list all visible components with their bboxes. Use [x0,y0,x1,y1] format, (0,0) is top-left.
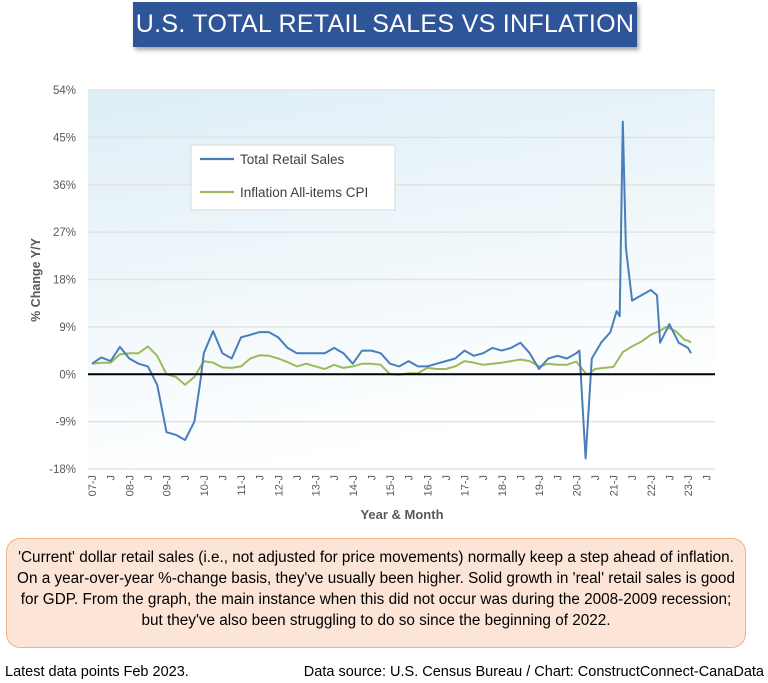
x-tick-label: J [553,475,565,481]
y-axis-title: % Change Y/Y [29,237,43,321]
series-line-retail-sales [91,120,692,460]
x-tick-label: J [404,475,416,481]
x-tick-label: J [106,475,118,481]
x-tick-label: J [664,475,676,481]
x-tick-label: 20-J [571,475,583,496]
y-tick-label: 54% [53,85,76,97]
x-tick-label: J [329,475,341,481]
x-tick-label: 18-J [497,475,509,496]
chart-title: U.S. TOTAL RETAIL SALES VS INFLATION [133,2,637,47]
x-tick-label: J [217,475,229,481]
x-tick-label: 11-J [236,475,248,496]
x-tick-label: 10-J [199,475,211,496]
y-tick-label: 27% [53,227,76,239]
x-tick-label: 08-J [124,475,136,496]
x-tick-label: J [478,475,490,481]
x-tick-label: 23-J [683,475,695,496]
x-tick-label: 17-J [460,475,472,496]
x-tick-label: J [255,475,267,481]
footer-latest-data: Latest data points Feb 2023. [5,664,189,680]
x-tick-label: 07-J [87,475,99,496]
x-tick-label: J [292,475,304,481]
y-tick-label: -18% [49,464,76,476]
legend-label-retail: Total Retail Sales [240,152,345,167]
y-tick-label: -9% [56,417,76,429]
y-tick-label: 36% [53,180,76,192]
x-tick-label: 22-J [646,475,658,496]
x-axis-title: Year & Month [360,507,443,522]
x-tick-label: 21-J [609,475,621,496]
x-tick-label: 13-J [311,475,323,496]
x-tick-label: J [366,475,378,481]
x-tick-label: 16-J [422,475,434,496]
y-tick-label: 45% [53,132,76,144]
legend-label-cpi: Inflation All-items CPI [240,185,368,200]
x-tick-label: 14-J [348,475,360,496]
x-tick-label: 12-J [273,475,285,496]
x-tick-label: J [590,475,602,481]
x-tick-label: J [180,475,192,481]
x-tick-label: 15-J [385,475,397,496]
x-tick-label: J [515,475,527,481]
x-tick-label: 09-J [162,475,174,496]
y-tick-label: 0% [59,369,76,381]
x-tick-label: J [702,475,714,481]
x-tick-label: J [143,475,155,481]
commentary-note: 'Current' dollar retail sales (i.e., not… [6,538,746,648]
legend: Total Retail Sales Inflation All-items C… [190,144,396,211]
x-tick-label: J [441,475,453,481]
y-tick-label: 9% [59,322,76,334]
x-tick-label: 19-J [534,475,546,496]
y-tick-label: 18% [53,275,76,287]
footer-source: Data source: U.S. Census Bureau / Chart:… [303,664,764,680]
x-tick-label: J [627,475,639,481]
